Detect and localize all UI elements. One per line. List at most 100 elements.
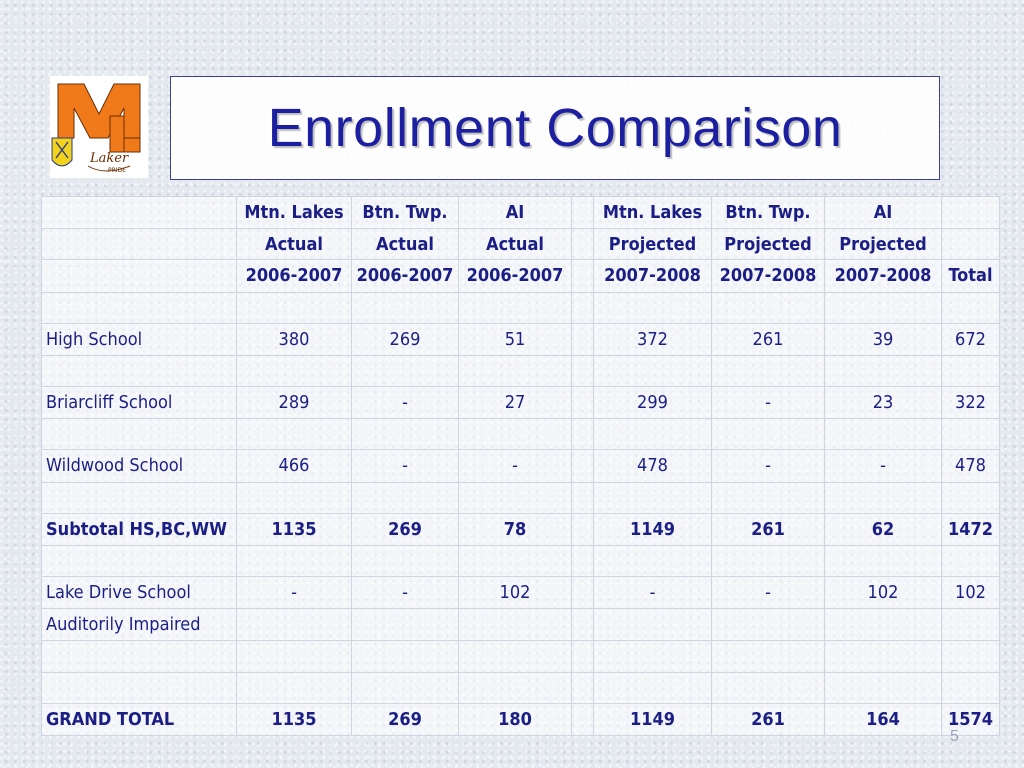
value-cell: -	[711, 576, 825, 610]
table-row: Auditorily Impaired	[41, 608, 1000, 642]
empty-cell	[593, 544, 712, 578]
column-header	[41, 195, 237, 230]
empty-cell	[824, 640, 942, 673]
value-cell	[571, 512, 594, 546]
empty-cell	[236, 640, 352, 673]
value-cell	[571, 608, 594, 642]
header-row: 2006-2007 2006-2007 2006-2007 2007-2008 2007…	[41, 259, 1000, 293]
empty-cell	[711, 640, 825, 673]
value-cell: 478	[941, 449, 1000, 483]
empty-cell	[41, 418, 237, 451]
empty-cell	[351, 671, 459, 704]
empty-cell	[458, 544, 572, 578]
column-header: AI	[458, 195, 572, 230]
value-cell	[236, 608, 352, 642]
value-cell	[458, 608, 572, 642]
column-header	[941, 195, 1000, 230]
empty-cell	[571, 640, 594, 673]
empty-cell	[571, 481, 594, 514]
row-label: Lake Drive School	[41, 576, 237, 610]
empty-cell	[458, 671, 572, 704]
value-cell: 1472	[941, 512, 1000, 546]
value-cell: 372	[593, 322, 712, 356]
value-cell: 466	[236, 449, 352, 483]
value-cell: -	[351, 576, 459, 610]
empty-cell	[593, 418, 712, 451]
svg-text:Laker: Laker	[89, 151, 129, 166]
laker-logo-icon: Laker PRIDE	[50, 76, 148, 178]
empty-cell	[236, 671, 352, 704]
empty-cell	[351, 544, 459, 578]
column-header: Projected	[593, 228, 712, 261]
empty-cell	[824, 481, 942, 514]
empty-cell	[711, 354, 825, 388]
value-cell: -	[593, 576, 712, 610]
value-cell	[571, 702, 594, 737]
row-label: GRAND TOTAL	[41, 702, 237, 737]
value-cell: 380	[236, 322, 352, 356]
row-label: Auditorily Impaired	[41, 608, 237, 642]
column-header: Actual	[351, 228, 459, 261]
column-header: 2007-2008	[711, 259, 825, 293]
empty-cell	[824, 354, 942, 388]
value-cell: 261	[711, 322, 825, 356]
column-header	[571, 259, 594, 293]
table-row: Wildwood School 466- -478- -478	[41, 449, 1000, 483]
empty-cell	[41, 544, 237, 578]
header-row: Mtn. Lakes Btn. Twp. AI Mtn. Lakes Btn. Twp.…	[41, 195, 1000, 230]
empty-cell	[593, 354, 712, 388]
spacer-row	[41, 354, 1000, 388]
empty-cell	[41, 291, 237, 324]
page-title: Enrollment Comparison	[267, 98, 843, 158]
empty-cell	[571, 418, 594, 451]
empty-cell	[351, 418, 459, 451]
column-header: 2007-2008	[824, 259, 942, 293]
row-label: Wildwood School	[41, 449, 237, 483]
spacer-row	[41, 481, 1000, 514]
empty-cell	[824, 671, 942, 704]
table-row: Subtotal HS,BC,WW 1135 269 78 1149 261 62 1472	[41, 512, 1000, 546]
value-cell: -	[351, 386, 459, 420]
value-cell: 269	[351, 512, 459, 546]
empty-cell	[351, 640, 459, 673]
value-cell: 672	[941, 322, 1000, 356]
empty-cell	[458, 291, 572, 324]
enrollment-table: Mtn. Lakes Btn. Twp. AI Mtn. Lakes Btn. Twp.…	[41, 195, 1000, 737]
empty-cell	[711, 671, 825, 704]
empty-cell	[941, 481, 1000, 514]
value-cell: 269	[351, 702, 459, 737]
empty-cell	[824, 418, 942, 451]
empty-cell	[236, 291, 352, 324]
column-header: Btn. Twp.	[711, 195, 825, 230]
value-cell: 78	[458, 512, 572, 546]
value-cell	[941, 608, 1000, 642]
column-header: Actual	[236, 228, 352, 261]
empty-cell	[351, 291, 459, 324]
empty-cell	[571, 671, 594, 704]
row-label: Subtotal HS,BC,WW	[41, 512, 237, 546]
column-header: 2007-2008	[593, 259, 712, 293]
value-cell: 51	[458, 322, 572, 356]
value-cell: 102	[458, 576, 572, 610]
empty-cell	[941, 354, 1000, 388]
empty-cell	[571, 544, 594, 578]
value-cell: 27	[458, 386, 572, 420]
empty-cell	[458, 418, 572, 451]
value-cell: 261	[711, 512, 825, 546]
spacer-row	[41, 640, 1000, 673]
value-cell	[571, 576, 594, 610]
empty-cell	[593, 481, 712, 514]
value-cell: 261	[711, 702, 825, 737]
table-row: Briarcliff School 289-27 299-23 322	[41, 386, 1000, 420]
column-header: Mtn. Lakes	[236, 195, 352, 230]
empty-cell	[351, 354, 459, 388]
spacer-row	[41, 671, 1000, 704]
value-cell: 1135	[236, 512, 352, 546]
column-header: 2006-2007	[458, 259, 572, 293]
table-row: GRAND TOTAL 1135 269 180 1149 261 164 1574	[41, 702, 1000, 737]
empty-cell	[41, 640, 237, 673]
value-cell	[351, 608, 459, 642]
value-cell: 180	[458, 702, 572, 737]
value-cell: 164	[824, 702, 942, 737]
row-label: High School	[41, 322, 237, 356]
